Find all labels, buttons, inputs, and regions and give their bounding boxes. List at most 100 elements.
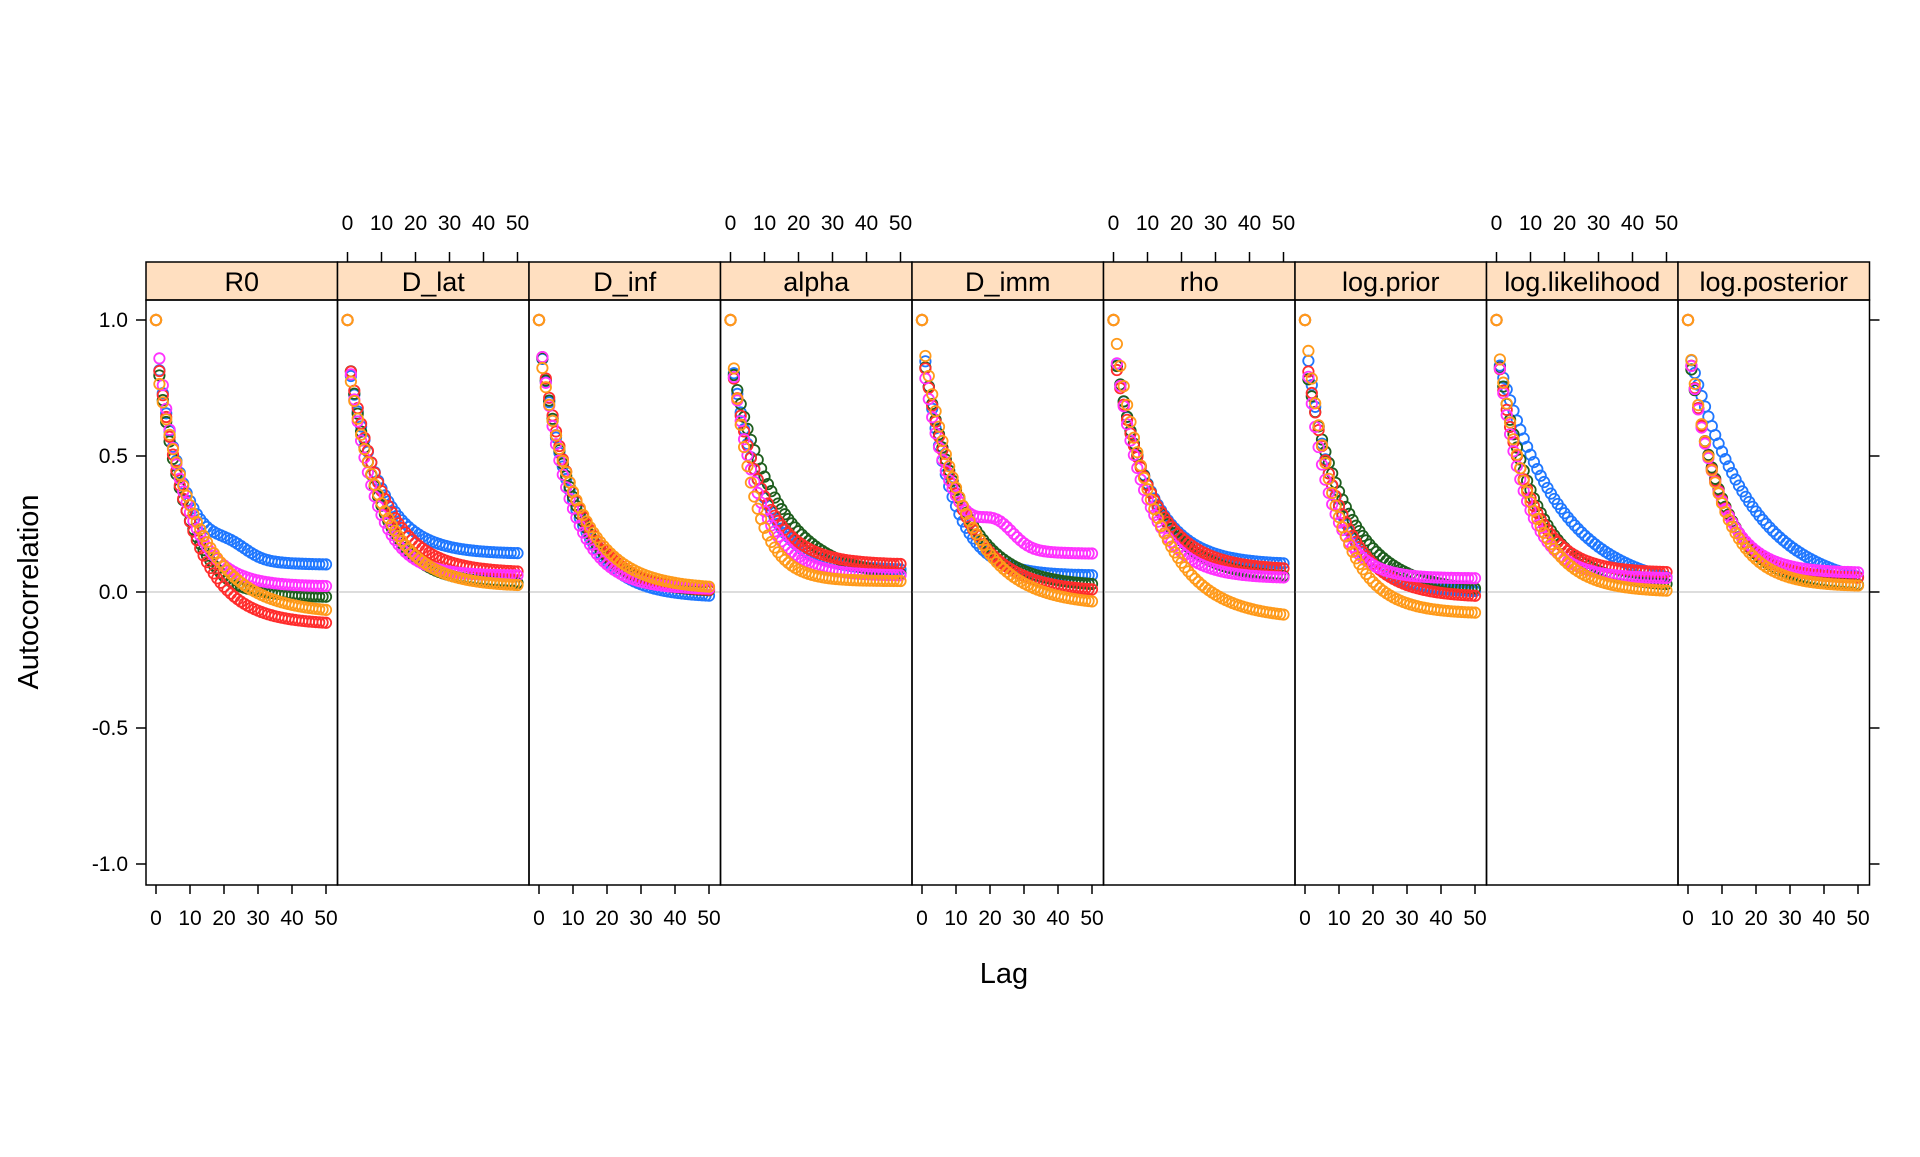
acf-point bbox=[987, 552, 1000, 565]
acf-point bbox=[1363, 572, 1376, 585]
acf-point bbox=[385, 518, 398, 531]
x-tick-label: 30 bbox=[1395, 907, 1418, 930]
acf-point bbox=[1343, 523, 1356, 536]
strip-D_inf bbox=[528, 261, 722, 301]
acf-point bbox=[1685, 359, 1698, 373]
panel-D_imm: D_imm bbox=[911, 261, 1105, 886]
chain-5 bbox=[341, 313, 524, 592]
panel-rho: rho bbox=[1102, 261, 1296, 886]
acf-point bbox=[1845, 579, 1858, 592]
acf-point bbox=[1336, 493, 1349, 506]
chain-5 bbox=[532, 313, 716, 593]
x-tick-label-top: 0 bbox=[342, 212, 354, 235]
acf-point bbox=[1182, 565, 1195, 578]
x-tick-label-top: 10 bbox=[753, 212, 776, 235]
acf-point bbox=[761, 497, 775, 510]
acf-point bbox=[744, 463, 758, 476]
acf-point bbox=[1085, 583, 1099, 596]
acf-point bbox=[1315, 439, 1329, 452]
acf-point bbox=[224, 567, 237, 580]
acf-point bbox=[939, 448, 952, 461]
acf-point-lag0 bbox=[1107, 313, 1120, 327]
strip-log.likelihood bbox=[1485, 261, 1679, 301]
acf-point bbox=[358, 443, 371, 456]
acf-point bbox=[1756, 513, 1769, 526]
acf-point bbox=[1000, 520, 1014, 534]
acf-point bbox=[163, 428, 176, 441]
x-tick-label: 20 bbox=[1361, 907, 1384, 930]
x-tick-label-top: 10 bbox=[1519, 212, 1542, 235]
acf-point bbox=[173, 472, 186, 485]
x-tick-label: 10 bbox=[1710, 907, 1733, 930]
acf-point bbox=[375, 508, 388, 522]
x-axis-label: Lag bbox=[980, 958, 1028, 990]
acf-point bbox=[319, 616, 333, 629]
acf-point bbox=[392, 538, 405, 551]
acf-point bbox=[1134, 459, 1147, 472]
acf-point bbox=[1493, 362, 1507, 375]
acf-point bbox=[1851, 566, 1865, 579]
acf-point bbox=[1302, 344, 1315, 357]
acf-point bbox=[1085, 595, 1099, 608]
acf-point bbox=[1082, 547, 1095, 560]
acf-point bbox=[1504, 420, 1517, 434]
x-tick-label: 30 bbox=[246, 907, 269, 930]
acf-point bbox=[313, 579, 326, 593]
acf-point bbox=[1468, 589, 1482, 602]
acf-point bbox=[1326, 486, 1339, 500]
acf-point bbox=[543, 398, 556, 411]
acf-point bbox=[1465, 572, 1478, 585]
acf-point bbox=[354, 428, 368, 441]
acf-point bbox=[1172, 528, 1185, 541]
acf-point bbox=[926, 411, 939, 424]
strip-alpha bbox=[719, 261, 913, 301]
acf-point bbox=[1185, 569, 1198, 582]
acf-point bbox=[1692, 403, 1705, 416]
acf-point bbox=[313, 558, 326, 571]
acf-point bbox=[1565, 515, 1578, 528]
acf-point bbox=[539, 381, 552, 394]
x-tick-label-top: 30 bbox=[821, 212, 844, 235]
x-tick-label-top: 40 bbox=[1621, 212, 1644, 235]
acf-point bbox=[1148, 508, 1161, 522]
acf-point bbox=[1770, 528, 1783, 541]
acf-point bbox=[1531, 463, 1544, 476]
strip-R0 bbox=[145, 261, 339, 301]
chain-4 bbox=[1490, 313, 1673, 585]
x-tick-label: 0 bbox=[533, 907, 545, 930]
acf-point bbox=[511, 547, 524, 560]
acf-point-lag0 bbox=[532, 313, 546, 327]
acf-point bbox=[405, 546, 419, 559]
x-tick-label: 0 bbox=[150, 907, 162, 930]
strip-label: D_imm bbox=[965, 267, 1051, 297]
acf-point bbox=[1760, 517, 1773, 530]
panel-log.likelihood: log.likelihood bbox=[1485, 261, 1679, 886]
acf-point bbox=[990, 556, 1003, 569]
chain-5 bbox=[1107, 313, 1290, 621]
acf-point bbox=[344, 375, 357, 388]
acf-point bbox=[597, 540, 610, 553]
x-tick-label-top: 20 bbox=[404, 212, 427, 235]
acf-point bbox=[1527, 455, 1541, 469]
chain-5 bbox=[1298, 313, 1482, 619]
strip-label: alpha bbox=[783, 267, 850, 297]
acf-point bbox=[782, 542, 795, 555]
acf-point bbox=[378, 505, 391, 518]
acf-point bbox=[1124, 415, 1137, 429]
chain-5 bbox=[149, 313, 333, 616]
acf-point bbox=[1319, 456, 1332, 470]
acf-point bbox=[1121, 398, 1134, 411]
acf-point bbox=[1507, 428, 1520, 441]
x-tick-label: 10 bbox=[178, 907, 201, 930]
acf-point bbox=[919, 349, 932, 363]
y-tick-label: 1.0 bbox=[99, 309, 128, 332]
x-tick-label: 20 bbox=[595, 907, 618, 930]
acf-point bbox=[1578, 529, 1592, 542]
acf-point bbox=[549, 429, 563, 442]
acf-point bbox=[1305, 372, 1318, 385]
acf-point bbox=[153, 377, 166, 391]
acf-point bbox=[943, 467, 956, 480]
panel-log.prior: log.prior bbox=[1294, 261, 1488, 886]
acf-point bbox=[1722, 513, 1735, 526]
